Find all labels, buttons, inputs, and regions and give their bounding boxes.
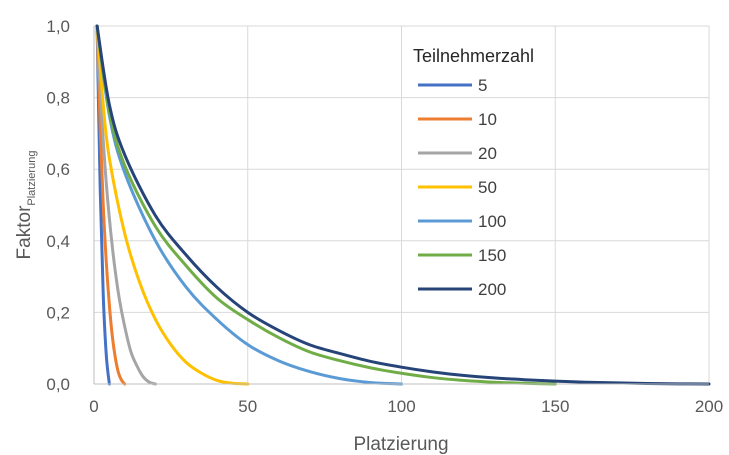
chart-legend: Teilnehmerzahl 5 10 20 50 100 150 200 [413,46,534,299]
legend-label-100: 100 [478,212,506,231]
series-line-100 [95,24,403,386]
y-tick-label: 0,6 [46,160,70,179]
y-axis-title-subscript: Platzierung [26,151,38,206]
y-tick-label: 0,0 [46,375,70,394]
chart-series [95,24,711,386]
y-tick-label: 1,0 [46,17,70,36]
legend-label-200: 200 [478,280,506,299]
chart-gridlines [94,25,710,384]
series-line-150 [95,24,557,386]
legend-label-150: 150 [478,246,506,265]
x-axis-title: Platzierung [353,434,448,455]
x-tick-label: 150 [541,397,569,416]
legend-label-50: 50 [478,178,497,197]
y-tick-label: 0,8 [46,89,70,108]
series-line-10 [95,24,127,386]
x-tick-label: 100 [387,397,415,416]
y-tick-label: 0,2 [46,303,70,322]
series-line-20 [95,24,157,386]
y-axis-title: FaktorPlatzierung [14,151,38,260]
series-line-50 [95,24,250,386]
chart-axes: 0,0 0,2 0,4 0,6 0,8 1,0 0 50 100 150 200 [46,17,723,416]
legend-label-10: 10 [478,110,497,129]
legend-title: Teilnehmerzahl [413,46,534,66]
x-tick-label: 200 [695,397,723,416]
x-tick-label: 0 [89,397,98,416]
x-tick-label: 50 [238,397,257,416]
legend-label-5: 5 [478,76,487,95]
y-tick-label: 0,4 [46,232,70,251]
series-line-200 [95,24,711,386]
legend-label-20: 20 [478,144,497,163]
y-axis-title-main: Faktor [14,205,35,260]
